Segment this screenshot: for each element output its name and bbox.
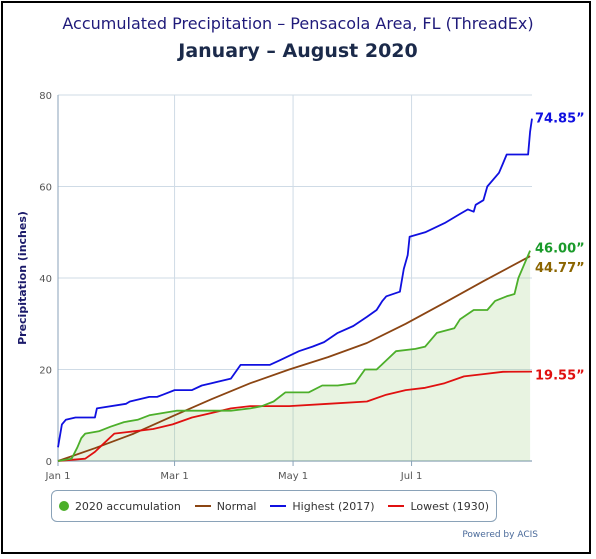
legend-item[interactable]: Highest (2017) [270, 499, 375, 513]
legend-line-marker [270, 505, 287, 507]
y-tick-label: 0 [46, 457, 52, 468]
series-area-2020 [58, 250, 531, 461]
x-tick-label: Jan 1 [45, 471, 71, 482]
legend: 2020 accumulation Normal Highest (2017) Low… [51, 490, 497, 522]
legend-label: Lowest (1930) [410, 499, 489, 513]
y-axis-label: Precipitation (inches) [16, 211, 29, 345]
x-tick-label: May 1 [278, 471, 308, 482]
legend-item[interactable]: Lowest (1930) [388, 500, 489, 513]
legend-item[interactable]: 2020 accumulation [58, 499, 181, 513]
y-tick-label: 80 [39, 91, 52, 102]
series-line-highest-2017 [57, 118, 533, 448]
legend-item[interactable]: Normal [194, 499, 257, 513]
end-label-lowest-1930: 19.55” [535, 369, 585, 384]
x-tick-label: Jul 1 [400, 471, 423, 482]
series-layer [57, 118, 533, 462]
y-tick-label: 20 [39, 366, 52, 377]
x-tick-label: Mar 1 [160, 471, 188, 482]
chart-subtitle: January – August 2020 [178, 40, 418, 62]
credit-text: Powered by ACIS [462, 530, 538, 540]
legend-dot-marker [58, 501, 69, 511]
y-tick-label: 40 [39, 274, 52, 285]
end-label-2020-accumulation: 46.00” [535, 242, 585, 257]
chart-title: Accumulated Precipitation – Pensacola Ar… [62, 14, 534, 33]
legend-label: 2020 accumulation [74, 499, 181, 513]
series-line-normal [57, 255, 531, 462]
legend-label: Normal [216, 499, 257, 513]
y-tick-label: 60 [39, 183, 52, 194]
series-line-2020-accumulation [57, 250, 531, 462]
legend-label: Highest (2017) [292, 499, 375, 513]
end-label-highest-2017: 74.85” [535, 112, 585, 127]
series-line-lowest-1930 [57, 370, 533, 462]
axes: 0 20 40 60 80 Jan 1 Mar 1 May 1 Jul 1 [39, 91, 532, 482]
legend-line-marker [388, 505, 405, 507]
legend-line-marker [194, 505, 211, 507]
end-labels: 74.85” 46.00” 44.77” 19.55” [535, 112, 585, 384]
end-label-normal: 44.77” [535, 261, 585, 276]
